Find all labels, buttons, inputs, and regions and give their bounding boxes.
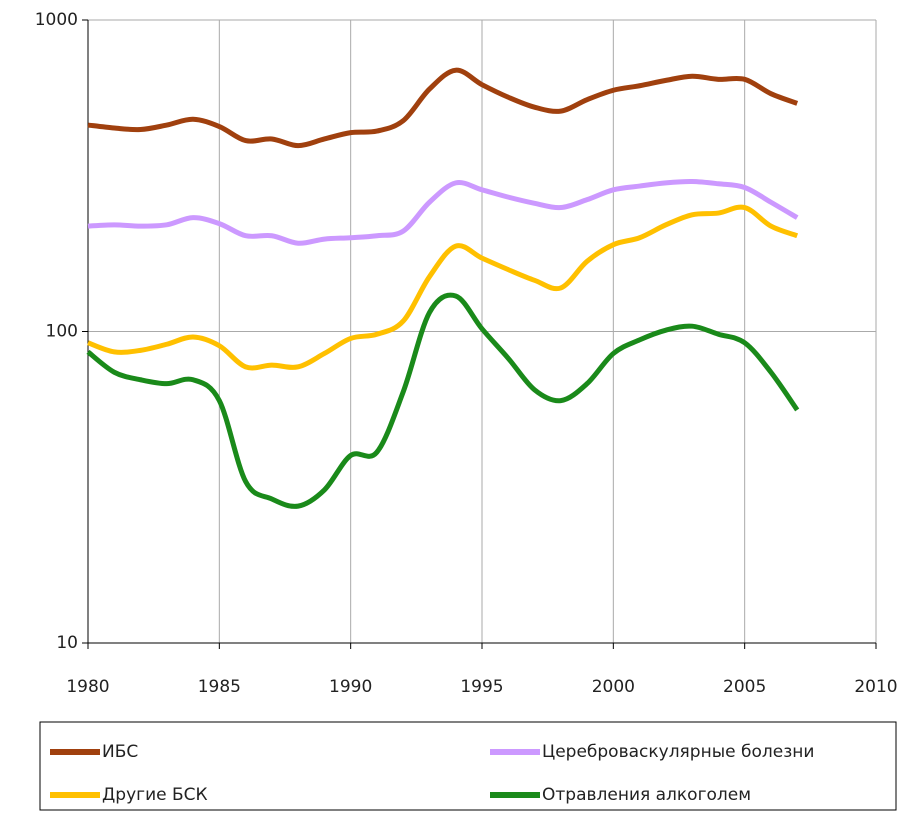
- legend-label: ИБС: [102, 742, 138, 762]
- legend-label: Цереброваскулярные болезни: [542, 742, 814, 762]
- x-tick-label: 1985: [198, 677, 241, 697]
- legend-label: Отравления алкоголем: [542, 785, 751, 805]
- legend-box: [39, 721, 897, 811]
- y-tick-label: 1000: [35, 10, 78, 30]
- series-line: [87, 204, 799, 371]
- x-tick-label: 1995: [460, 677, 503, 697]
- series-line: [87, 67, 799, 149]
- y-tick-label: 10: [56, 633, 78, 653]
- legend-label: Другие БСК: [102, 785, 208, 805]
- series-line: [86, 292, 800, 509]
- series-line: [87, 179, 799, 246]
- x-tick-label: 1990: [329, 677, 372, 697]
- x-tick-label: 2010: [854, 677, 897, 697]
- y-tick-label: 100: [46, 322, 78, 342]
- x-tick-label: 1980: [66, 677, 109, 697]
- x-tick-label: 2005: [723, 677, 766, 697]
- x-tick-label: 2000: [592, 677, 635, 697]
